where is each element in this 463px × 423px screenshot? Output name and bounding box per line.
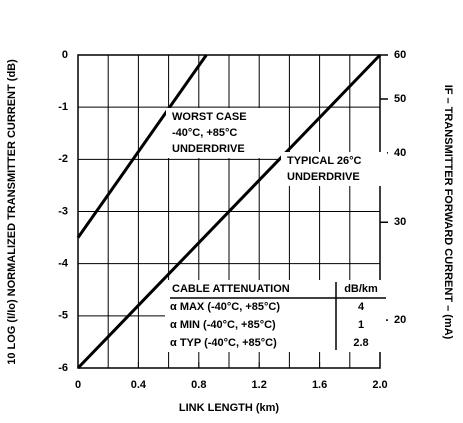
x-tick-label: 0 [75,379,81,391]
plot-border [77,54,381,369]
annotation-box [281,152,387,186]
table-cell: α MIN (-40°C, +85°C) [170,319,276,331]
y-tick-label: -1 [58,101,68,113]
x-axis-label: LINK LENGTH (km) [179,402,280,414]
x-tick-label: 0.8 [191,379,206,391]
y-tick-label: -5 [58,310,68,322]
annotation-box [166,108,272,158]
table-cell: α TYP (-40°C, +85°C) [170,337,277,349]
x-tick-label: 1.2 [252,379,267,391]
annotation-text: UNDERDRIVE [287,171,360,183]
y-tick-label: -4 [58,258,69,270]
table-box [165,280,386,352]
y-tick-label: -3 [58,205,68,217]
y-tick-label: 0 [62,49,68,61]
table-cell: 2.8 [353,337,368,349]
x-tick-label: 0.4 [131,379,147,391]
table-cell: 1 [358,319,364,331]
annotation-text: TYPICAL 26°C [287,155,362,167]
table-header: CABLE ATTENUATION [172,283,290,295]
x-tick-label: 1.6 [312,379,327,391]
y-tick-label: -6 [58,362,68,374]
y2-axis-label: IF – TRANSMITTER FORWARD CURRENT – (mA) [442,85,454,340]
y2-tick-label: 50 [394,93,406,105]
y-tick-label: -2 [58,153,68,165]
data-line [76,53,382,370]
y-axis-label: 10 LOG (I/Io) NORMALIZED TRANSMITTER CUR… [6,59,18,365]
annotation-text: UNDERDRIVE [172,143,245,155]
table-header: dB/km [344,283,378,295]
y2-tick-label: 40 [394,147,406,159]
y2-tick-label: 60 [394,49,406,61]
data-line [76,54,208,239]
table-cell: α MAX (-40°C, +85°C) [170,301,280,313]
annotation-text: WORST CASE [172,111,247,123]
annotation-text: -40°C, +85°C [172,127,237,139]
x-tick-label: 2.0 [372,379,387,391]
table-cell: 4 [358,301,365,313]
y2-tick-label: 30 [394,216,406,228]
y2-tick-label: 20 [394,314,406,326]
